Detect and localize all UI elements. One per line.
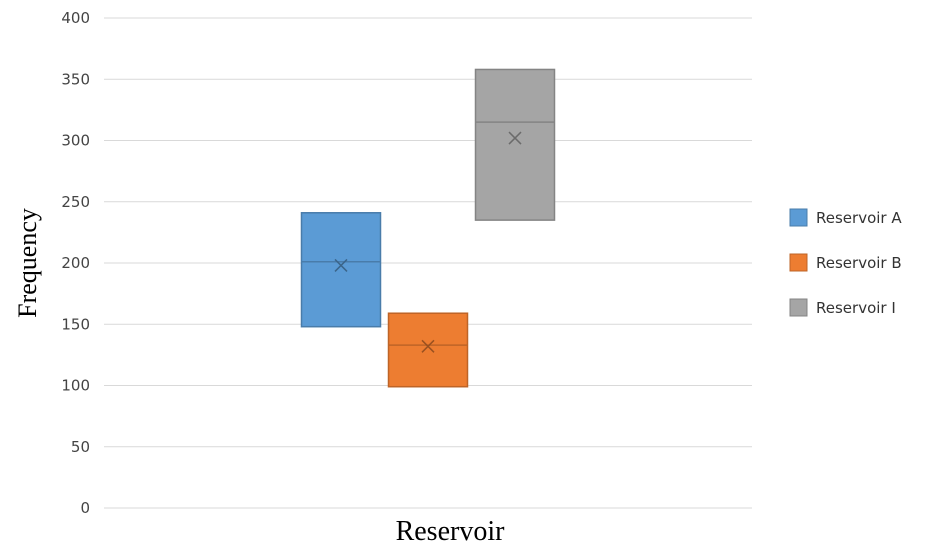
box-body	[474, 68, 556, 221]
legend-item: Reservoir A	[789, 208, 902, 227]
legend-item: Reservoir B	[789, 253, 902, 272]
legend: Reservoir A Reservoir B Reservoir I	[789, 208, 902, 317]
box-reservoir-b	[387, 312, 469, 388]
boxes	[300, 68, 556, 388]
box-body	[387, 312, 469, 388]
y-axis-title: Frequency	[13, 208, 42, 318]
mean-marker	[421, 339, 435, 353]
y-tick-label: 150	[61, 315, 90, 333]
legend-label: Reservoir I	[816, 299, 896, 317]
x-axis-title: Reservoir	[396, 516, 506, 545]
legend-label: Reservoir A	[816, 209, 902, 227]
legend-swatch	[789, 208, 808, 227]
y-tick-label: 50	[71, 438, 90, 456]
mean-marker	[508, 131, 522, 145]
box-reservoir-i	[474, 68, 556, 221]
y-axis-ticks: 0 50 100 150 200 250 300 350 400	[61, 9, 90, 517]
y-tick-label: 100	[61, 377, 90, 395]
y-tick-label: 400	[61, 9, 90, 27]
y-tick-label: 250	[61, 193, 90, 211]
mean-marker	[334, 258, 348, 272]
legend-swatch	[789, 253, 808, 272]
legend-item: Reservoir I	[789, 298, 896, 317]
y-tick-label: 350	[61, 70, 90, 88]
y-tick-label: 300	[61, 132, 90, 150]
legend-label: Reservoir B	[816, 254, 902, 272]
y-tick-label: 0	[80, 499, 90, 517]
box-body	[300, 212, 382, 328]
legend-swatch	[789, 298, 808, 317]
box-reservoir-a	[300, 212, 382, 328]
y-tick-label: 200	[61, 254, 90, 272]
